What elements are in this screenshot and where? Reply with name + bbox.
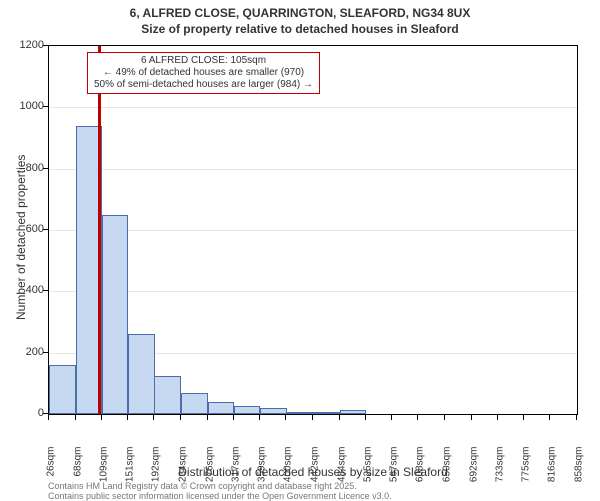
x-tick-label: 858sqm [574, 447, 585, 492]
chart-container: { "chart": { "type": "histogram", "title… [0, 0, 600, 500]
histogram-bar [313, 412, 340, 414]
x-tick-mark [207, 415, 208, 420]
histogram-bar [128, 334, 155, 414]
annotation-line1: 6 ALFRED CLOSE: 105sqm [94, 55, 313, 67]
x-tick-mark [471, 415, 472, 420]
histogram-bar [340, 410, 367, 414]
y-tick-label: 200 [4, 346, 44, 358]
x-tick-mark [391, 415, 392, 420]
x-tick-mark [180, 415, 181, 420]
x-tick-mark [285, 415, 286, 420]
y-tick-label: 1000 [4, 100, 44, 112]
x-tick-mark [444, 415, 445, 420]
x-tick-label: 816sqm [547, 447, 558, 492]
x-tick-mark [523, 415, 524, 420]
y-tick-label: 400 [4, 284, 44, 296]
x-tick-mark [417, 415, 418, 420]
y-tick-label: 0 [4, 407, 44, 419]
x-tick-mark [576, 415, 577, 420]
reference-marker [98, 46, 101, 414]
x-tick-mark [101, 415, 102, 420]
x-tick-label: 692sqm [468, 447, 479, 492]
annotation-box: 6 ALFRED CLOSE: 105sqm ← 49% of detached… [87, 52, 320, 94]
x-tick-label: 650sqm [442, 447, 453, 492]
x-tick-label: 733sqm [494, 447, 505, 492]
x-tick-mark [153, 415, 154, 420]
x-tick-mark [339, 415, 340, 420]
x-tick-label: 608sqm [415, 447, 426, 492]
x-tick-mark [48, 415, 49, 420]
annotation-line3: 50% of semi-detached houses are larger (… [94, 79, 313, 91]
chart-title-line2: Size of property relative to detached ho… [0, 22, 600, 36]
x-tick-label: 567sqm [389, 447, 400, 492]
gridline [49, 107, 577, 108]
x-tick-mark [259, 415, 260, 420]
attribution-line1: Contains HM Land Registry data © Crown c… [48, 481, 357, 491]
x-tick-mark [549, 415, 550, 420]
x-tick-mark [312, 415, 313, 420]
histogram-bar [102, 215, 129, 414]
histogram-bar [49, 365, 76, 414]
y-tick-label: 600 [4, 223, 44, 235]
x-tick-label: 775sqm [521, 447, 532, 492]
histogram-bar [181, 393, 208, 414]
histogram-bar [260, 408, 287, 414]
x-tick-mark [233, 415, 234, 420]
x-tick-mark [497, 415, 498, 420]
y-tick-label: 1200 [4, 39, 44, 51]
chart-title-line1: 6, ALFRED CLOSE, QUARRINGTON, SLEAFORD, … [0, 6, 600, 20]
histogram-bar [154, 376, 181, 414]
x-tick-mark [127, 415, 128, 420]
x-tick-mark [75, 415, 76, 420]
x-tick-label: 525sqm [362, 447, 373, 492]
histogram-bar [234, 406, 261, 414]
annotation-line2: ← 49% of detached houses are smaller (97… [94, 67, 313, 79]
histogram-bar [208, 402, 235, 414]
gridline [49, 169, 577, 170]
histogram-bar [286, 412, 313, 414]
x-tick-mark [365, 415, 366, 420]
y-tick-label: 800 [4, 162, 44, 174]
plot-area: 6 ALFRED CLOSE: 105sqm ← 49% of detached… [48, 45, 578, 415]
